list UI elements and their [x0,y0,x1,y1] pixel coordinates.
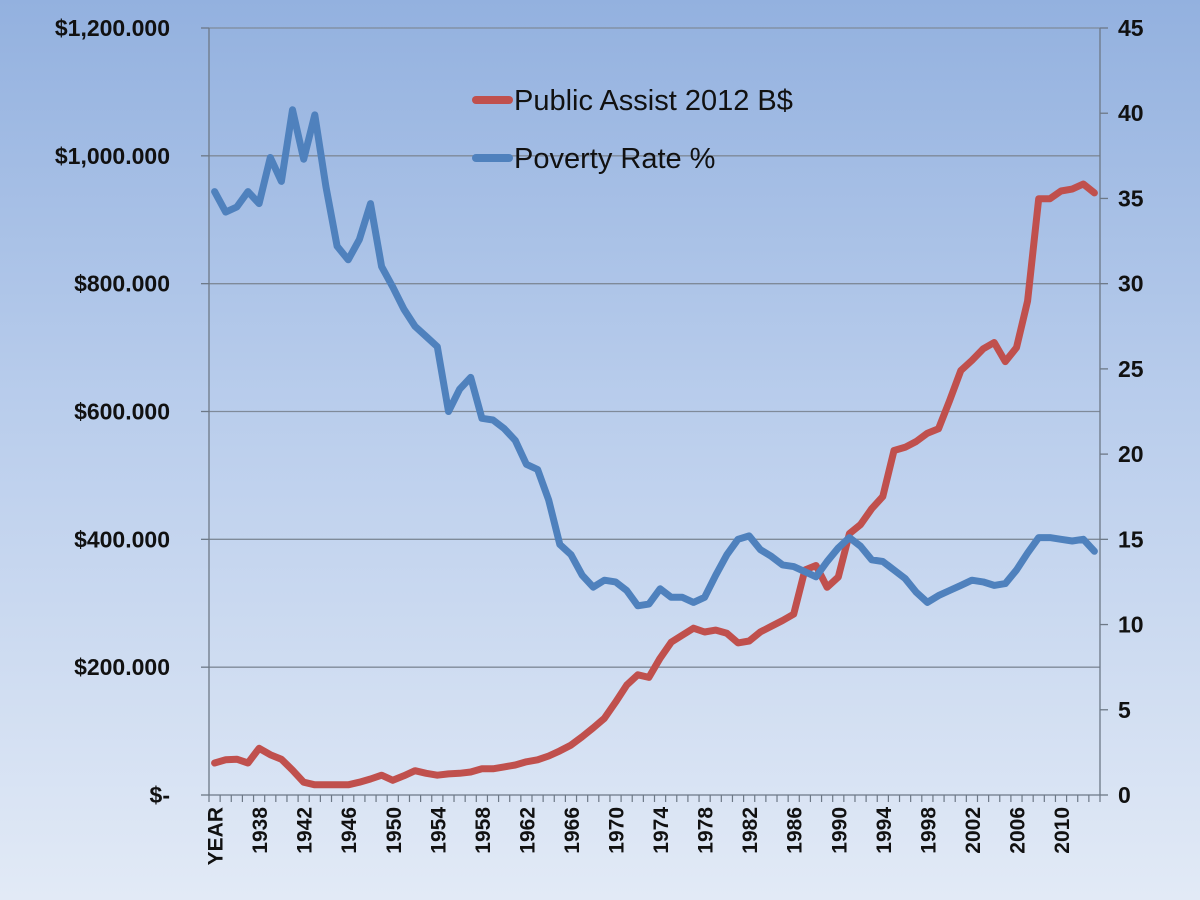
legend: Public Assist 2012 B$ Poverty Rate % [472,85,793,175]
x-tick-label: 1970 [606,807,629,854]
series-lines [211,106,1098,789]
legend-label-poverty-rate: Poverty Rate % [514,143,715,175]
left-y-tick-label: $600.000 [74,399,170,425]
right-y-tick-label: 5 [1118,697,1131,723]
x-tick-label: 1950 [383,807,406,854]
x-tick-label: 1962 [516,807,539,854]
right-y-tick-label: 40 [1118,100,1144,126]
left-y-axis-labels: $- $200.000 $400.000 $600.000 $800.000 $1,000… [55,15,170,808]
x-tick-label: 1998 [917,807,940,854]
x-tick-label: 1942 [294,807,317,854]
left-y-tick-label: $1,000.000 [55,143,170,169]
x-tick-label: 1954 [427,807,450,854]
left-y-tick-label: $1,200.000 [55,15,170,41]
x-tick-label: 1978 [695,807,718,854]
right-y-axis-labels: 0 5 10 15 20 25 30 35 40 45 [1118,15,1144,808]
x-tick-label: 1986 [784,807,807,854]
left-y-tick-label: $200.000 [74,654,170,680]
axes [201,27,1108,802]
x-tick-label: 1994 [873,807,896,854]
x-axis-labels: YEAR 1938 1942 1946 1950 1954 1958 1962 1966 1970… [205,807,1074,866]
gridlines [209,27,1100,668]
x-tick-label: 2006 [1006,807,1029,854]
right-y-tick-label: 0 [1118,782,1131,808]
left-y-tick-label: $800.000 [74,271,170,297]
series-line-public-assist-2012-b [211,180,1098,789]
right-y-tick-label: 25 [1118,356,1144,382]
left-y-tick-label: $400.000 [74,526,170,552]
x-tick-label: 2002 [962,807,985,854]
right-y-tick-label: 10 [1118,612,1144,638]
legend-label-public-assist: Public Assist 2012 B$ [514,85,793,117]
right-y-tick-label: 45 [1118,15,1144,41]
right-y-tick-label: 15 [1118,526,1144,552]
series-line-poverty-rate [211,106,1098,610]
right-y-tick-label: 35 [1118,185,1144,211]
x-tick-label: 1946 [338,807,361,854]
x-tick-label: 1938 [249,807,272,854]
x-tick-label: YEAR [205,807,228,865]
x-tick-label: 2010 [1051,807,1074,854]
right-y-tick-label: 30 [1118,271,1144,297]
x-tick-label: 1990 [828,807,851,854]
left-y-tick-label: $- [150,782,170,808]
x-tick-label: 1958 [472,807,495,854]
right-y-tick-label: 20 [1118,441,1144,467]
x-tick-label: 1974 [650,807,673,854]
x-tick-label: 1966 [561,807,584,854]
x-tick-label: 1982 [739,807,762,854]
